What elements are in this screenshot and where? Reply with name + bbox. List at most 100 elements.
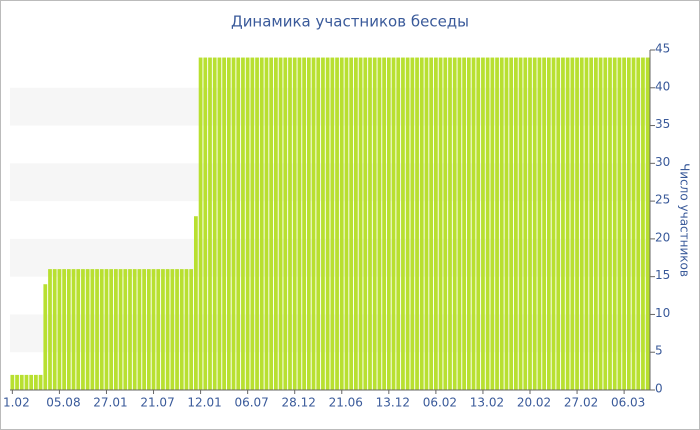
bar (321, 57, 325, 391)
bar (490, 57, 495, 391)
bar (90, 269, 95, 390)
bar (226, 57, 231, 391)
bar (344, 57, 349, 391)
bar (495, 57, 499, 391)
bar (278, 57, 283, 391)
bar (542, 57, 546, 391)
bar (292, 57, 297, 391)
bar (95, 269, 99, 390)
bar (29, 374, 34, 390)
bar (509, 57, 514, 391)
bar (546, 57, 551, 391)
x-tick-label: 13.02 (470, 396, 504, 410)
bar (142, 269, 146, 390)
bar (561, 57, 565, 391)
bar (401, 57, 405, 391)
bar (631, 57, 636, 391)
bar (241, 57, 245, 391)
y-tick-label: 10 (655, 306, 670, 320)
bar (85, 269, 90, 390)
bar (438, 57, 443, 391)
bar (518, 57, 523, 391)
bar (316, 57, 321, 391)
bar (24, 374, 29, 390)
bar (419, 57, 424, 391)
bar (612, 57, 617, 391)
bar (551, 57, 556, 391)
bar (377, 57, 382, 391)
bar (443, 57, 448, 391)
bar (645, 57, 650, 391)
bar (259, 57, 264, 391)
bar (424, 57, 429, 391)
bar (62, 269, 66, 390)
bar (575, 57, 579, 391)
bar (626, 57, 631, 391)
bar (594, 57, 598, 391)
bar (504, 57, 509, 391)
bar (217, 57, 222, 391)
bar (231, 57, 236, 391)
bar (584, 57, 589, 391)
bar (579, 57, 584, 391)
x-tick-label: 21.07 (140, 396, 174, 410)
bar (330, 57, 335, 391)
bar (603, 57, 608, 391)
bar (81, 269, 85, 390)
bar (617, 57, 622, 391)
bar (598, 57, 603, 391)
bar (485, 57, 490, 391)
bar (250, 57, 255, 391)
bar (52, 269, 57, 390)
bar (236, 57, 241, 391)
bar (396, 57, 401, 391)
bar (349, 57, 354, 391)
bar (363, 57, 368, 391)
bar (274, 57, 278, 391)
bar (532, 57, 537, 391)
bar (212, 57, 217, 391)
bar (636, 57, 641, 391)
bar (146, 269, 151, 390)
bar (198, 57, 203, 391)
bar (311, 57, 316, 391)
bar (114, 269, 118, 390)
y-tick-label: 25 (655, 193, 670, 207)
bar (189, 269, 194, 390)
bar (161, 269, 165, 390)
bar (297, 57, 302, 391)
x-tick-label: 27.02 (564, 396, 598, 410)
bar (589, 57, 594, 391)
bar (306, 57, 311, 391)
y-tick-label: 5 (655, 344, 663, 358)
bar (245, 57, 250, 391)
bar (123, 269, 128, 390)
bar (15, 374, 19, 390)
x-tick-label: 06.07 (234, 396, 268, 410)
bar (109, 269, 114, 390)
x-tick-label: 21.06 (329, 396, 363, 410)
bar (203, 57, 208, 391)
bar (66, 269, 71, 390)
bar (368, 57, 372, 391)
x-tick-label: 05.08 (46, 396, 80, 410)
y-tick-label: 45 (655, 42, 670, 56)
bar (255, 57, 259, 391)
bar (537, 57, 542, 391)
bar (222, 57, 226, 391)
bar (466, 57, 471, 391)
bar (448, 57, 452, 391)
bar (391, 57, 396, 391)
bar (19, 374, 24, 390)
x-tick-label: 28.12 (282, 396, 316, 410)
y-tick-label: 0 (655, 382, 663, 396)
bar (354, 57, 358, 391)
bar (471, 57, 476, 391)
bar (622, 57, 626, 391)
bar (565, 57, 570, 391)
bar (499, 57, 504, 391)
bar (128, 269, 132, 390)
x-tick-label: 27.01 (93, 396, 127, 410)
bar (175, 269, 179, 390)
